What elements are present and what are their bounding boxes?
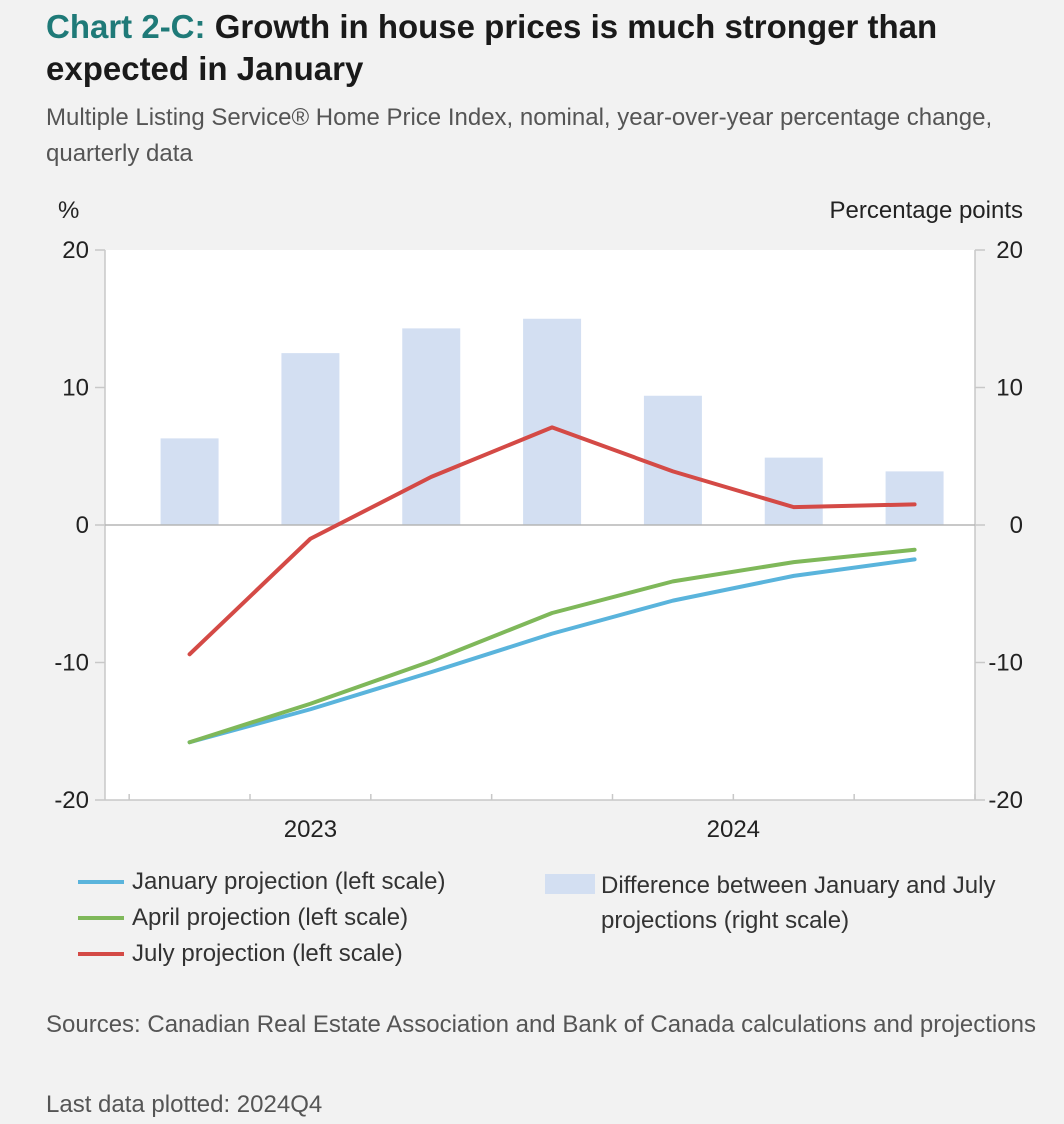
difference-bar-2024Q3	[885, 471, 944, 525]
x-tick-label-2024: 2024	[707, 816, 760, 843]
difference-bar-2023Q2	[281, 353, 340, 525]
y-tick-label-left-0: 0	[76, 512, 89, 539]
chart-subtitle: Multiple Listing Service® Home Price Ind…	[46, 104, 993, 167]
y-tick-label-left-10: 10	[62, 375, 89, 402]
legend-label-january: January projection (left scale)	[132, 868, 446, 895]
july-projection-line	[187, 425, 917, 657]
y-tick-label-right-20: 20	[996, 237, 1023, 264]
difference-bar-2024Q2	[764, 457, 823, 525]
y-tick-label-left--20: -20	[54, 787, 89, 814]
y-axis-label-left: %	[58, 197, 79, 224]
y-tick-label-right-10: 10	[996, 375, 1023, 402]
legend-line-april	[78, 916, 124, 920]
legend-swatch-difference	[545, 874, 595, 894]
chart-number: Chart 2-C:	[46, 8, 206, 45]
y-tick-label-right--10: -10	[988, 650, 1023, 677]
legend-label-july: July projection (left scale)	[132, 940, 403, 967]
chart-title: Chart 2-C: Growth in house prices is muc…	[46, 6, 1036, 90]
x-tick-label-2023: 2023	[284, 816, 337, 843]
difference-bar-2023Q3	[402, 328, 461, 525]
january-projection-line	[187, 557, 917, 745]
chart-title-text: Growth in house prices is much stronger …	[46, 8, 938, 87]
y-axis-label-right: Percentage points	[830, 197, 1023, 224]
last-data-note: Last data plotted: 2024Q4	[46, 1091, 323, 1118]
difference-bar-2024Q1	[643, 395, 702, 525]
difference-bar-2023Q4	[523, 318, 582, 525]
legend-label-april: April projection (left scale)	[132, 904, 409, 931]
legend-line-july	[78, 952, 124, 956]
y-tick-label-right--20: -20	[988, 787, 1023, 814]
legend-item-january: January projection (left scale)	[78, 868, 445, 896]
legend-item-april: April projection (left scale)	[78, 904, 408, 932]
y-tick-label-left-20: 20	[62, 237, 89, 264]
y-tick-label-right-0: 0	[1010, 512, 1023, 539]
april-projection-line	[187, 547, 917, 745]
chart-svg: -20 -20 -10 -10 0 0 10 10 20 20% Percentage points…	[54, 197, 1023, 843]
legend-line-january	[78, 880, 124, 884]
difference-bar-2023Q1	[160, 438, 219, 525]
sources-note: Sources: Canadian Real Estate Associatio…	[46, 1011, 1036, 1038]
legend-label-difference: Difference between January and July proj…	[601, 872, 996, 934]
y-tick-label-left--10: -10	[54, 650, 89, 677]
legend-item-july: July projection (left scale)	[78, 940, 403, 968]
